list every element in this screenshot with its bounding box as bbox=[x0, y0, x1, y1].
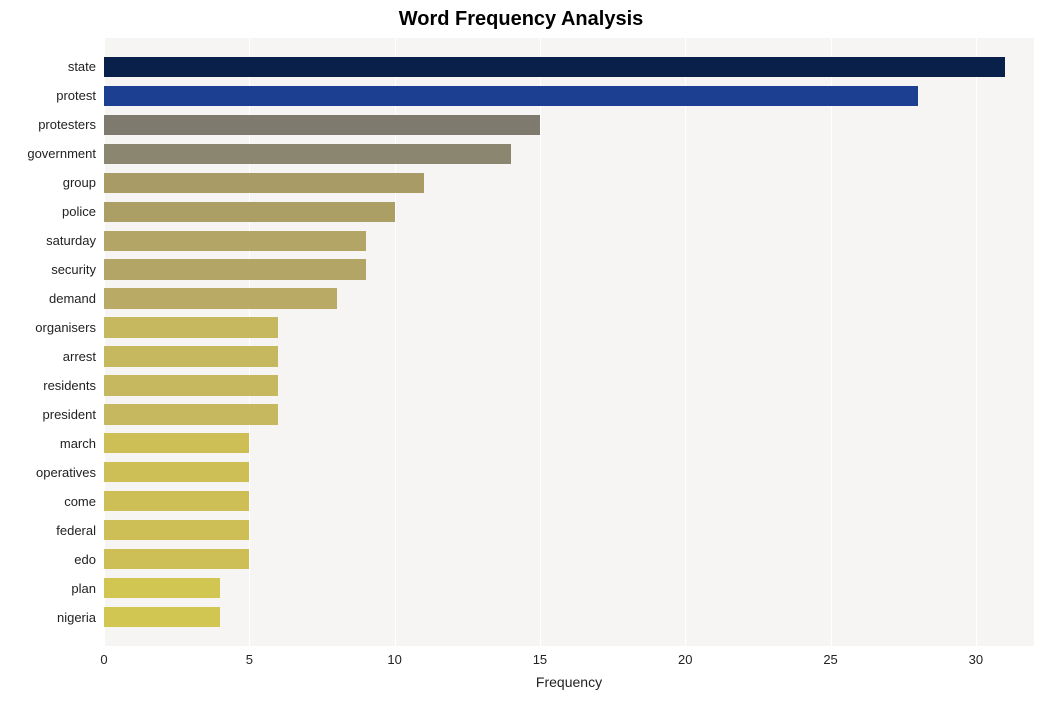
bar bbox=[104, 520, 249, 540]
x-tick-label: 25 bbox=[823, 652, 837, 667]
bar bbox=[104, 288, 337, 308]
y-tick-label: come bbox=[0, 492, 104, 510]
bar bbox=[104, 115, 540, 135]
bar bbox=[104, 404, 278, 424]
y-tick-label: organisers bbox=[0, 319, 104, 337]
chart-container: Word Frequency Analysis state protest prot… bbox=[0, 0, 1042, 701]
bar bbox=[104, 317, 278, 337]
y-tick-label: protest bbox=[0, 87, 104, 105]
gridline bbox=[831, 38, 832, 646]
y-tick-label: plan bbox=[0, 579, 104, 597]
y-tick-label: arrest bbox=[0, 347, 104, 365]
x-tick-label: 0 bbox=[100, 652, 107, 667]
y-tick-label: nigeria bbox=[0, 608, 104, 626]
x-tick-label: 30 bbox=[969, 652, 983, 667]
y-tick-label: edo bbox=[0, 550, 104, 568]
gridline bbox=[685, 38, 686, 646]
plot-area: 051015202530 Frequency bbox=[104, 38, 1034, 646]
bar bbox=[104, 202, 395, 222]
y-tick-label: saturday bbox=[0, 232, 104, 250]
y-tick-label: march bbox=[0, 434, 104, 452]
plot-wrap: state protest protesters government group pol… bbox=[0, 38, 1034, 646]
bar bbox=[104, 607, 220, 627]
y-tick-label: operatives bbox=[0, 463, 104, 481]
bar bbox=[104, 144, 511, 164]
bar bbox=[104, 375, 278, 395]
bar bbox=[104, 491, 249, 511]
y-tick-label: security bbox=[0, 261, 104, 279]
bar bbox=[104, 433, 249, 453]
y-tick-label: president bbox=[0, 405, 104, 423]
x-axis-title: Frequency bbox=[536, 674, 602, 690]
bar bbox=[104, 346, 278, 366]
bar bbox=[104, 549, 249, 569]
bar bbox=[104, 462, 249, 482]
y-tick-label: residents bbox=[0, 376, 104, 394]
x-tick-label: 5 bbox=[246, 652, 253, 667]
bar bbox=[104, 86, 918, 106]
y-tick-label: demand bbox=[0, 290, 104, 308]
y-tick-label: police bbox=[0, 203, 104, 221]
y-axis-labels: state protest protesters government group pol… bbox=[0, 38, 104, 646]
bar bbox=[104, 231, 366, 251]
gridline bbox=[540, 38, 541, 646]
gridline bbox=[976, 38, 977, 646]
y-tick-label: state bbox=[0, 58, 104, 76]
y-tick-label: federal bbox=[0, 521, 104, 539]
bar bbox=[104, 57, 1005, 77]
y-tick-label: group bbox=[0, 174, 104, 192]
y-tick-label: government bbox=[0, 145, 104, 163]
y-tick-label: protesters bbox=[0, 116, 104, 134]
x-tick-label: 10 bbox=[387, 652, 401, 667]
bar bbox=[104, 259, 366, 279]
x-tick-label: 20 bbox=[678, 652, 692, 667]
x-tick-label: 15 bbox=[533, 652, 547, 667]
bar bbox=[104, 578, 220, 598]
chart-title: Word Frequency Analysis bbox=[0, 0, 1042, 35]
bar bbox=[104, 173, 424, 193]
